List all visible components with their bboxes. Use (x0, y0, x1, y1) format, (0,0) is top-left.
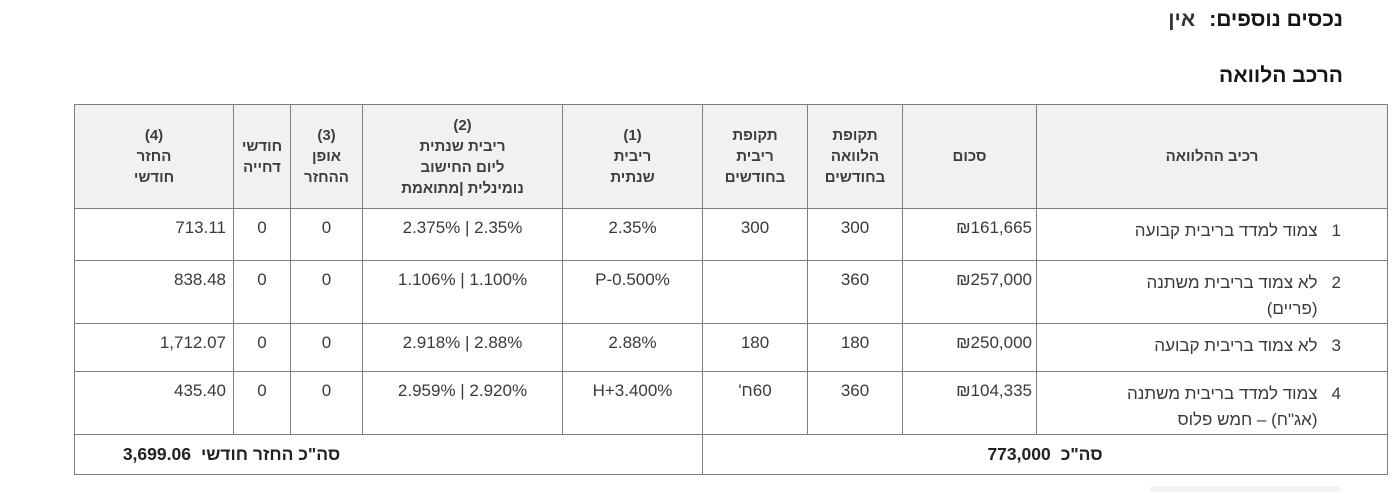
annual-rate-cell: 2.35% (562, 208, 703, 261)
row-number: 3 (1331, 336, 1341, 355)
loan-row-4: 4 צמוד למדד בריבית משתנה (אג"ח) – חמש פלו… (74, 371, 1388, 435)
amount-cell: ₪104,335 (902, 371, 1037, 435)
component-name: לא צמוד בריבית קבועה (1154, 336, 1318, 355)
interest-period-cell (702, 260, 808, 324)
monthly-payment-cell: 838.48 (74, 260, 234, 324)
monthly-payment-cell: 435.40 (74, 371, 234, 435)
header-annual-rate: (1) ריבית שנתית (562, 104, 703, 209)
row-number: 1 (1331, 221, 1341, 240)
loan-row-2: 2 לא צמוד בריבית משתנה (פריים) ₪257,000 3… (74, 260, 1388, 324)
interest-period-cell: 300 (702, 208, 808, 261)
component-cell: 1 צמוד למדד בריבית קבועה (1036, 208, 1388, 261)
loan-period-cell: 180 (807, 323, 903, 372)
header-interest-period-months: תקופת ריבית בחודשים (702, 104, 808, 209)
additional-assets-value: אין (1168, 8, 1196, 31)
loan-row-3: 3 לא צמוד בריבית קבועה ₪250,000 180 180 2… (74, 323, 1388, 372)
section-title: הרכב הלוואה (1219, 64, 1343, 87)
deferral-months-cell: 0 (233, 323, 291, 372)
amount-cell: ₪250,000 (902, 323, 1037, 372)
deferral-months-cell: 0 (233, 260, 291, 324)
header-loan-component: רכיב ההלוואה (1036, 104, 1388, 209)
total-amount: 773,000 (987, 444, 1051, 464)
annual-rate-cell: H+3.400% (562, 371, 703, 435)
additional-assets-label: נכסים נוספים: (1209, 8, 1343, 31)
component-name: לא צמוד בריבית משתנה (פריים) (1146, 273, 1318, 318)
header-loan-period-months: תקופת הלוואה בחודשים (807, 104, 903, 209)
component-cell: 2 לא צמוד בריבית משתנה (פריים) (1036, 260, 1388, 324)
additional-assets-line: נכסים נוספים: אין (1168, 8, 1343, 32)
header-amount: סכום (902, 104, 1037, 209)
repayment-method-cell: 0 (290, 208, 363, 261)
total-amount-cell: סה"כ 773,000 (702, 434, 1388, 475)
repayment-method-cell: 0 (290, 260, 363, 324)
header-row: רכיב ההלוואה סכום תקופת הלוואה בחודשים ת… (74, 104, 1388, 209)
header-rate-at-calc-day: (2) ריבית שנתית ליום החישוב נומינלית |מת… (362, 104, 563, 209)
row-number: 2 (1331, 273, 1341, 292)
component-name: צמוד למדד בריבית משתנה (אג"ח) – חמש פלוס (1127, 384, 1318, 429)
annual-rate-cell: P-0.500% (562, 260, 703, 324)
monthly-payment-cell: 713.11 (74, 208, 234, 261)
annual-rate-cell: 2.88% (562, 323, 703, 372)
total-label: סה"כ (1060, 444, 1103, 464)
rate-at-calc-cell: 2.918% | 2.88% (362, 323, 563, 372)
totals-row: סה"כ 773,000 סה"כ החזר חודשי 3,699.06 (74, 434, 1388, 475)
faded-text-remnant (1150, 486, 1340, 492)
monthly-payment-cell: 1,712.07 (74, 323, 234, 372)
header-monthly-payment: (4) החזר חודשי (74, 104, 234, 209)
header-deferral-months: חודשי דחייה (233, 104, 291, 209)
header-repayment-method: (3) אופן ההחזר (290, 104, 363, 209)
component-name: צמוד למדד בריבית קבועה (1134, 221, 1318, 240)
loan-row-1: 1 צמוד למדד בריבית קבועה ₪161,665 300 300… (74, 208, 1388, 261)
repayment-method-cell: 0 (290, 323, 363, 372)
rate-at-calc-cell: 2.959% | 2.920% (362, 371, 563, 435)
component-cell: 3 לא צמוד בריבית קבועה (1036, 323, 1388, 372)
monthly-total-label: סה"כ החזר חודשי (200, 444, 341, 464)
total-monthly-repayment-cell: סה"כ החזר חודשי 3,699.06 (74, 434, 703, 475)
loan-period-cell: 300 (807, 208, 903, 261)
monthly-total-value: 3,699.06 (122, 444, 191, 464)
rate-at-calc-cell: 2.375% | 2.35% (362, 208, 563, 261)
loan-composition-table: רכיב ההלוואה סכום תקופת הלוואה בחודשים ת… (74, 104, 1388, 475)
amount-cell: ₪257,000 (902, 260, 1037, 324)
repayment-method-cell: 0 (290, 371, 363, 435)
loan-period-cell: 360 (807, 260, 903, 324)
interest-period-cell: 180 (702, 323, 808, 372)
deferral-months-cell: 0 (233, 371, 291, 435)
loan-period-cell: 360 (807, 371, 903, 435)
row-number: 4 (1331, 384, 1341, 403)
rate-at-calc-cell: 1.106% | 1.100% (362, 260, 563, 324)
interest-period-cell: 60ח' (702, 371, 808, 435)
amount-cell: ₪161,665 (902, 208, 1037, 261)
component-cell: 4 צמוד למדד בריבית משתנה (אג"ח) – חמש פלו… (1036, 371, 1388, 435)
deferral-months-cell: 0 (233, 208, 291, 261)
